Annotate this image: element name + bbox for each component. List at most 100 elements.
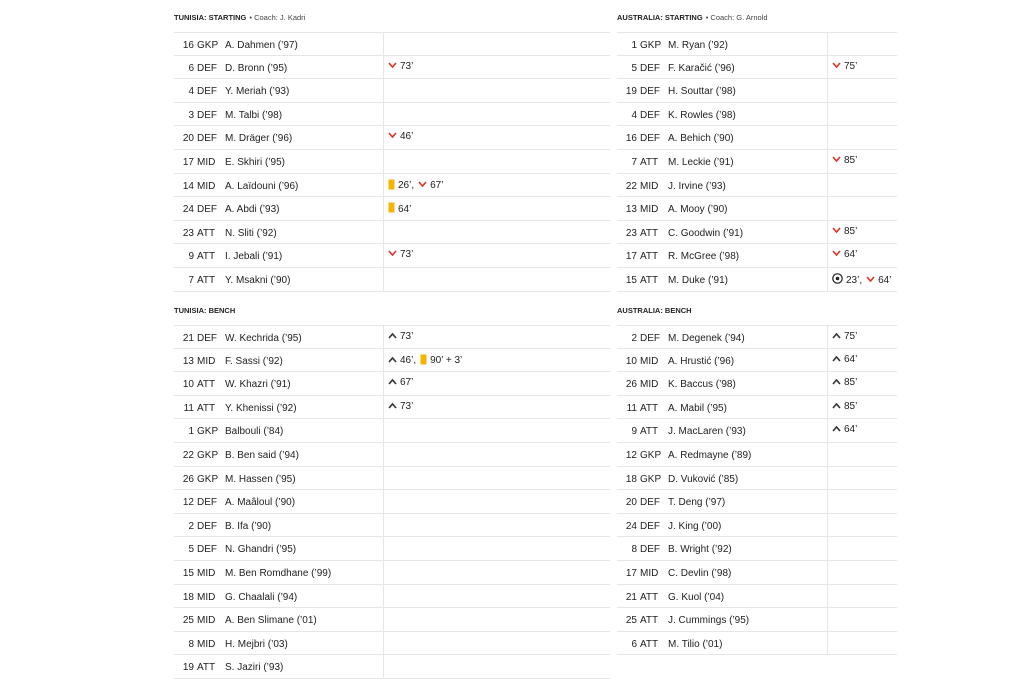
shirt-number: 1 (631, 40, 637, 51)
player-row: 9 ATT J. MacLaren (’93) 64’ (617, 419, 897, 443)
events: 73’ (388, 249, 417, 260)
player-name: G. Kuol (’04) (668, 591, 725, 603)
event: 23’, (832, 273, 862, 287)
event-minute: 73’ (400, 331, 414, 342)
column-divider (383, 244, 384, 267)
event-minute: 64’ (844, 353, 858, 365)
position: ATT (197, 662, 216, 674)
player-name: F. Sassi (’92) (225, 355, 283, 367)
event-minute: 90’ + 3’ (430, 355, 463, 367)
column-divider (383, 220, 384, 244)
shirt-number: 19 (625, 86, 637, 98)
player-row: 14 MID A. Laïdouni (’96) 26’, 67’ (174, 173, 610, 198)
position: MID (197, 638, 216, 650)
events: 75’ (832, 331, 861, 342)
event: 85’ (832, 377, 857, 388)
shirt-number: 8 (631, 544, 637, 556)
player-row: 25 ATT J. Cummings (’95) (617, 608, 897, 632)
player-name: A. Laïdouni (’96) (225, 180, 299, 192)
shirt-number: 10 (625, 355, 637, 367)
position: DEF (640, 544, 660, 556)
column-divider (383, 419, 384, 442)
event: 26’, (388, 179, 414, 193)
position: ATT (640, 638, 659, 650)
position: DEF (640, 520, 660, 532)
event: 85’ (832, 226, 857, 237)
event-minute: 67’ (400, 377, 414, 389)
position: MID (640, 355, 659, 367)
position: GKP (197, 40, 219, 51)
player-name: W. Kechrida (’95) (225, 333, 302, 344)
player-row: 18 MID G. Chaalali (’94) (174, 584, 610, 609)
position: MID (197, 180, 216, 192)
shirt-number: 2 (188, 520, 194, 532)
shirt-number: 24 (625, 520, 637, 532)
event: 85’ (832, 155, 857, 166)
player-name: B. Ben said (’94) (225, 450, 299, 461)
events: 64’ (832, 424, 861, 435)
column-divider (383, 326, 384, 348)
shirt-number: 5 (631, 62, 637, 74)
player-row: 18 GKP D. Vuković (’85) (617, 466, 897, 491)
events: 75’ (832, 61, 861, 72)
events: 23’, 64’ (832, 273, 895, 287)
column-divider (383, 372, 384, 395)
events: 85’ (832, 155, 861, 166)
column-divider (383, 584, 384, 608)
shirt-number: 15 (625, 275, 637, 286)
player-row: 17 ATT R. McGree (’98) 64’ (617, 244, 897, 268)
player-name: K. Baccus (’98) (668, 379, 736, 391)
event-icon (832, 424, 841, 435)
position: DEF (197, 544, 217, 556)
event: 64’ (832, 354, 857, 365)
column-divider (827, 150, 828, 173)
player-row: 10 MID A. Hrustić (’96) 64’ (617, 348, 897, 373)
player-name: Y. Msakni (’90) (225, 275, 291, 286)
player-name: M. Degenek (’94) (668, 333, 745, 344)
player-name: M. Ryan (’92) (668, 40, 729, 51)
shirt-number: 6 (631, 638, 637, 650)
position: DEF (640, 109, 660, 121)
column-divider (383, 348, 384, 372)
shirt-number: 21 (182, 333, 194, 344)
column-divider (827, 197, 828, 220)
event-minute: 64’ (844, 249, 858, 261)
column-divider (827, 326, 828, 348)
event-icon (832, 226, 841, 237)
shirt-number: 26 (625, 379, 637, 391)
column-divider (827, 220, 828, 244)
section-title: TUNISIA: STARTING (174, 13, 247, 22)
shirt-number: 17 (182, 157, 194, 168)
column-divider (827, 584, 828, 608)
player-row: 23 ATT C. Goodwin (’91) 85’ (617, 220, 897, 245)
position: DEF (197, 497, 217, 509)
events: 64’ (832, 249, 861, 260)
event-minute: 23’, (846, 274, 863, 286)
shirt-number: 23 (625, 227, 637, 239)
event: 73’ (388, 61, 413, 72)
event: 64’ (388, 202, 411, 216)
column-divider (383, 655, 384, 678)
player-row: 7 ATT M. Leckie (’91) 85’ (617, 150, 897, 174)
player-name: M. Duke (’91) (668, 275, 729, 286)
player-name: B. Wright (’92) (668, 544, 732, 556)
column-divider (383, 33, 384, 55)
player-row: 3 DEF M. Talbi (’98) (174, 102, 610, 127)
events: 73’ (388, 61, 417, 72)
shirt-number: 18 (182, 591, 194, 603)
player-row: 4 DEF K. Rowles (’98) (617, 102, 897, 127)
player-row: 8 DEF B. Wright (’92) (617, 537, 897, 561)
position: ATT (640, 275, 659, 286)
player-name: N. Ghandri (’95) (225, 544, 297, 556)
column-divider (827, 55, 828, 79)
player-row: 11 ATT A. Mabil (’95) 85’ (617, 395, 897, 420)
column-divider (827, 126, 828, 149)
events: 46’, 90’ + 3’ (388, 354, 466, 368)
player-row: 1 GKP M. Ryan (’92) (617, 32, 897, 56)
event: 75’ (832, 61, 857, 72)
player-name: H. Souttar (’98) (668, 86, 736, 98)
player-name: A. Ben Slimane (’01) (225, 615, 317, 627)
event-icon (832, 377, 841, 388)
event: 90’ + 3’ (420, 354, 462, 368)
shirt-number: 3 (188, 109, 194, 121)
